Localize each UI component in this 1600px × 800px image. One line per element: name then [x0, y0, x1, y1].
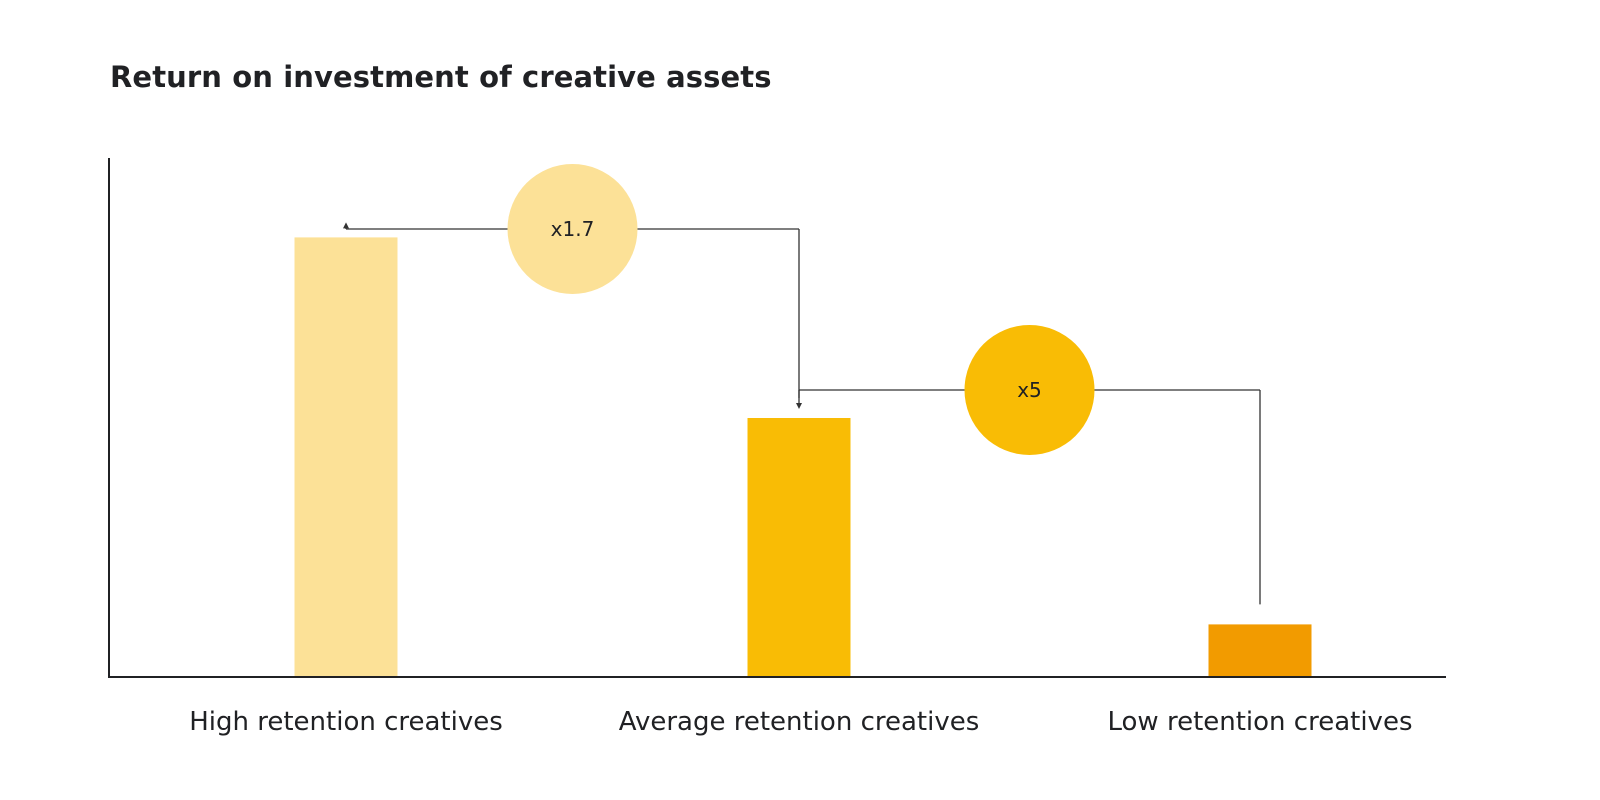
multiplier-bubble	[964, 325, 1095, 455]
bar-3	[1208, 624, 1312, 676]
chart-title: Return on investment of creative assets	[110, 60, 772, 94]
category-label-3: Low retention creatives	[1107, 707, 1412, 737]
category-label-1: High retention creatives	[189, 707, 503, 737]
bar-2	[747, 418, 851, 676]
multiplier-bubble	[507, 164, 638, 294]
multiplier-label: x5	[1017, 378, 1042, 402]
bar-1	[294, 237, 398, 676]
multiplier-label: x1.7	[551, 217, 595, 241]
category-label-2: Average retention creatives	[619, 707, 980, 737]
